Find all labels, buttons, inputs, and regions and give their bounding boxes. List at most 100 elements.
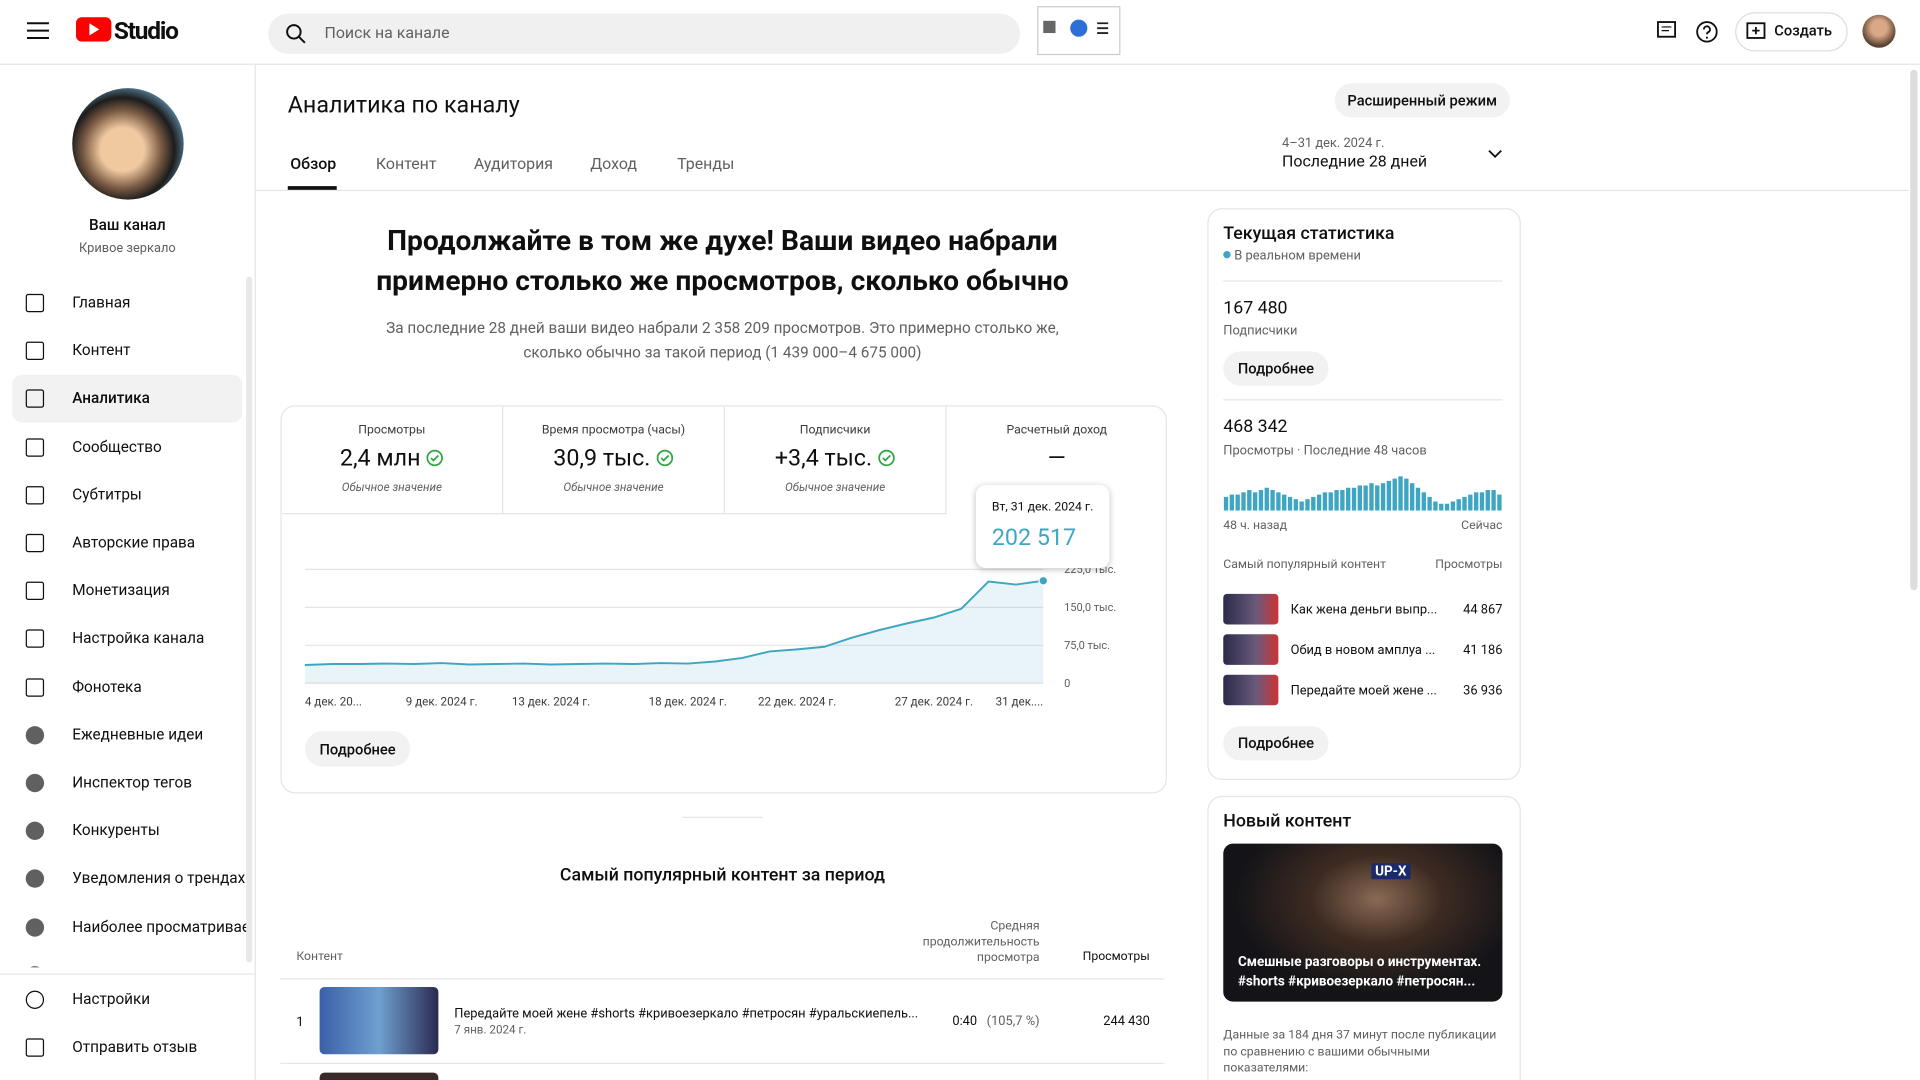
bar xyxy=(1322,492,1328,511)
video-thumbnail[interactable] xyxy=(1223,674,1279,706)
bar xyxy=(1369,483,1374,511)
create-button[interactable] xyxy=(1735,12,1848,52)
nav-icon xyxy=(25,677,45,697)
metric-note: Обычное значение xyxy=(341,481,442,495)
page-scrollbar xyxy=(1910,69,1918,591)
bar xyxy=(1346,487,1351,511)
search-box[interactable] xyxy=(268,13,1021,54)
nav-item[interactable]: Ежедневные идеи xyxy=(72,725,204,745)
video-thumbnail[interactable] xyxy=(319,986,439,1055)
metric-label: Просмотры xyxy=(358,423,426,438)
bar xyxy=(1305,499,1310,511)
dropdown-icon[interactable] xyxy=(1488,149,1503,159)
bar xyxy=(1398,476,1403,511)
y-tick-label: 75,0 тыс. xyxy=(1064,639,1110,652)
new-content-title: Новый контент xyxy=(1223,810,1352,832)
bar xyxy=(1421,492,1426,511)
nav-icon xyxy=(25,485,45,505)
x-tick-label: 27 дек. 2024 г. xyxy=(895,694,973,708)
nav-item[interactable]: Контент xyxy=(72,341,131,361)
tooltip-value: 202 517 xyxy=(991,522,1077,552)
bar xyxy=(1380,483,1386,511)
metric-value-row: — xyxy=(947,443,1166,471)
nav-item[interactable]: Субтитры xyxy=(72,485,142,505)
bar xyxy=(1410,483,1415,511)
metric-value-row: 30,9 тыс. xyxy=(503,443,723,471)
nav-item[interactable]: Наиболее просматривае xyxy=(72,917,251,937)
video-thumbnail[interactable] xyxy=(1223,593,1279,625)
help-icon[interactable] xyxy=(1696,21,1718,43)
account-avatar[interactable] xyxy=(1862,14,1896,48)
tab[interactable]: Обзор xyxy=(290,155,337,174)
nav-item[interactable]: Аналитика xyxy=(72,389,150,409)
video-title[interactable]: Как жена деньги выпр... xyxy=(1290,601,1438,618)
nav-item[interactable]: Инспектор тегов xyxy=(72,773,193,793)
point xyxy=(1038,575,1049,586)
sidebar-divider xyxy=(0,973,255,975)
video-thumbnail[interactable] xyxy=(319,1072,439,1080)
metric-value: 2,4 млн xyxy=(339,443,421,472)
tab[interactable]: Тренды xyxy=(677,155,735,174)
column-header: Средняя продолжительность просмотра xyxy=(922,919,1040,965)
nav-item[interactable]: Уведомления о трендах xyxy=(72,869,246,889)
nav-item[interactable]: Фонотека xyxy=(72,677,142,697)
nav-item[interactable]: Отправить отзыв xyxy=(72,1038,198,1057)
bar xyxy=(1270,490,1275,511)
tab[interactable]: Аудитория xyxy=(473,155,554,174)
bar xyxy=(1264,487,1269,511)
metric-note: Обычное значение xyxy=(784,481,886,495)
realtime-more-button[interactable]: Подробнее xyxy=(1223,351,1329,386)
views-label: Просмотры · Последние 48 часов xyxy=(1223,442,1427,458)
new-content-thumbnail[interactable] xyxy=(1223,843,1503,1002)
metric-tile[interactable]: Время просмотра (часы) 30,9 тыс. Обычное з… xyxy=(503,406,725,515)
nav-icon xyxy=(25,725,45,745)
views: 44 867 xyxy=(1463,601,1503,618)
nav-icon xyxy=(25,293,45,313)
metric-tile[interactable]: Просмотры 2,4 млн Обычное значение xyxy=(281,406,504,515)
video-title[interactable]: Обид в новом амплуа ... xyxy=(1290,641,1436,658)
nav-item[interactable]: Монетизация xyxy=(72,581,170,601)
rank: 1 xyxy=(296,1013,304,1030)
x-tick-label: 31 дек.... xyxy=(996,694,1044,708)
duration-percent: (105,7 %) xyxy=(986,1012,1040,1029)
section-divider xyxy=(682,816,763,818)
nav-item[interactable]: Настройка канала xyxy=(72,629,205,649)
period[interactable]: Последние 28 дней xyxy=(1282,153,1428,172)
menu-icon[interactable] xyxy=(26,22,49,39)
live-label: В реальном времени xyxy=(1234,247,1361,264)
nav-item[interactable]: Главная xyxy=(72,293,131,313)
metric-label: Расчетный доход xyxy=(1006,423,1107,438)
check-icon xyxy=(656,449,674,466)
nav-item[interactable]: Конкуренты xyxy=(72,821,160,841)
overview-more-button[interactable]: Подробнее xyxy=(304,731,411,767)
metric-tile[interactable]: Подписчики +3,4 тыс. Обычное значение xyxy=(724,406,947,515)
tab[interactable]: Доход xyxy=(590,155,637,174)
create-icon xyxy=(1746,22,1766,39)
nav-item[interactable]: Аудит канала xyxy=(72,966,169,967)
advanced-mode-button[interactable]: Расширенный режим xyxy=(1334,83,1510,118)
nav-item[interactable]: Сообщество xyxy=(72,437,162,457)
extension-box[interactable] xyxy=(1037,6,1121,56)
metric-tile[interactable]: Расчетный доход — xyxy=(947,407,1166,515)
subscribers-value: 167 480 xyxy=(1223,297,1288,319)
bar xyxy=(1462,496,1467,511)
logo-text[interactable]: Studio xyxy=(113,15,179,46)
nav-item[interactable]: Авторские права xyxy=(72,533,196,553)
messages-icon[interactable] xyxy=(1657,21,1677,41)
metric-label: Время просмотра (часы) xyxy=(541,423,686,438)
bar xyxy=(1282,494,1287,511)
nav-icon xyxy=(25,821,45,841)
video-title[interactable]: Передайте моей жене #shorts #кривоезерка… xyxy=(454,1005,919,1022)
channel-avatar[interactable] xyxy=(72,88,184,200)
nav-item[interactable]: Настройки xyxy=(72,990,151,1009)
video-thumbnail[interactable] xyxy=(1223,634,1279,665)
bar xyxy=(1311,496,1316,511)
realtime-more-button[interactable]: Подробнее xyxy=(1223,726,1329,761)
video-title[interactable]: Передайте моей жене ... xyxy=(1290,682,1437,698)
headline: Продолжайте в том же духе! Ваши видео на… xyxy=(376,224,1069,298)
tab[interactable]: Контент xyxy=(375,155,437,174)
check-icon xyxy=(878,449,896,466)
topbar-border xyxy=(0,63,1920,65)
new-content-caption: Смешные разговоры о инструментах. #short… xyxy=(1237,953,1482,990)
area xyxy=(304,580,1044,684)
